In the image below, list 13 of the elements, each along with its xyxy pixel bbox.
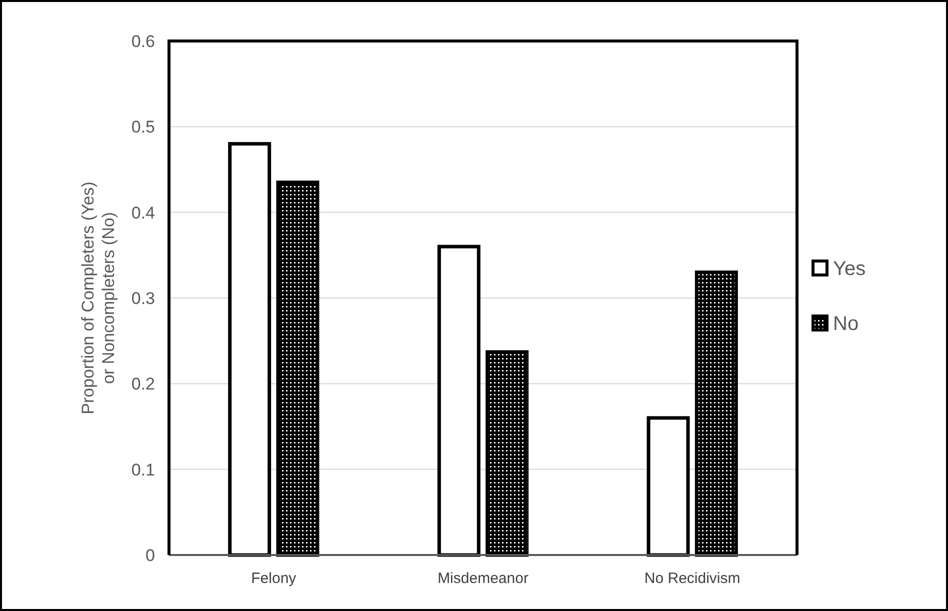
x-tick-label: Misdemeanor: [438, 570, 528, 587]
y-tick-label: 0.4: [131, 203, 155, 222]
y-tick-label: 0.6: [131, 32, 155, 51]
legend-label: No: [833, 313, 859, 335]
x-tick-label: No Recidivism: [644, 570, 740, 587]
y-tick-label: 0.2: [131, 374, 155, 394]
legend-label: Yes: [833, 258, 866, 280]
y-tick-label: 0.5: [131, 118, 155, 137]
y-tick-label: 0: [146, 546, 155, 565]
y-tick-label: 0.1: [131, 460, 155, 480]
y-tick-label: 0.3: [131, 288, 155, 308]
x-tick-label: Felony: [251, 570, 297, 587]
y-axis-title: Proportion of Completers (Yes) or Noncompleters (No): [78, 182, 118, 414]
